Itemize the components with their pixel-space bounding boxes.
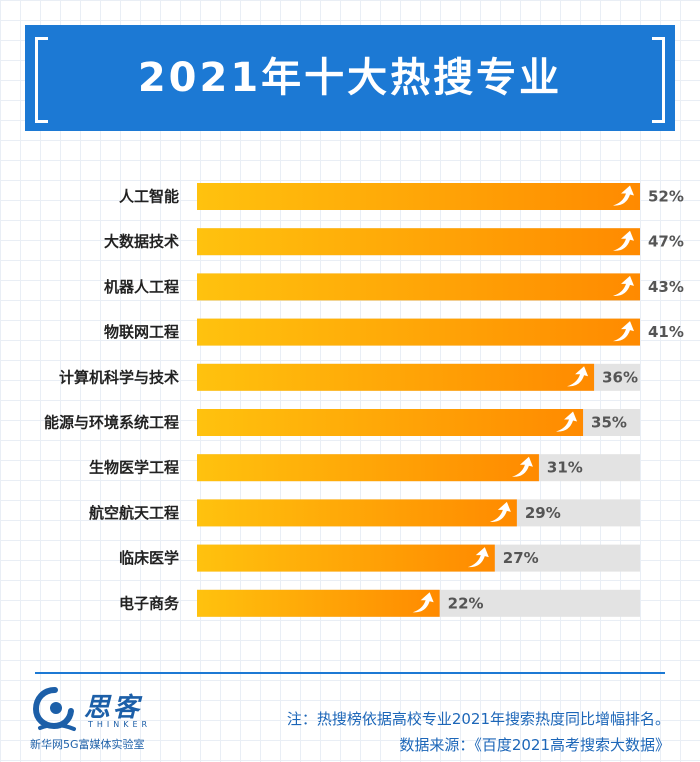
thinker-logo-icon <box>32 687 76 731</box>
category-label: 大数据技术 <box>104 233 179 251</box>
bar <box>197 183 640 210</box>
bar <box>197 363 595 391</box>
category-label: 能源与环境系统工程 <box>44 414 179 432</box>
bar <box>197 454 539 482</box>
left-bracket <box>35 37 48 123</box>
trend-arrow-icon <box>556 411 578 432</box>
bar-row: 航空航天工程 29% <box>89 499 640 527</box>
trend-arrow-icon <box>467 547 489 568</box>
bar-row: 临床医学 27% <box>119 544 640 572</box>
thinker-logo: 思客 THINKER 新华网5G富媒体实验室 <box>30 684 180 756</box>
value-label: 41% <box>648 323 684 341</box>
value-label: 52% <box>648 188 684 206</box>
value-label: 43% <box>648 278 684 296</box>
bar <box>197 409 584 436</box>
trend-arrow-icon <box>613 185 634 206</box>
bar <box>197 499 517 527</box>
bar <box>197 273 640 301</box>
category-label: 电子商务 <box>119 594 180 612</box>
logo-name: 思客 <box>84 693 143 723</box>
trend-arrow-icon <box>567 366 589 387</box>
footnote: 注：热搜榜依据高校专业2021年搜索热度同比增幅排名。 <box>286 710 670 728</box>
bar <box>197 589 440 617</box>
trend-arrow-icon <box>489 501 511 522</box>
footer-divider <box>35 672 665 674</box>
bar-row: 大数据技术 47% <box>104 228 684 256</box>
header-banner: 2021年十大热搜专业 <box>25 25 675 131</box>
category-label: 生物医学工程 <box>89 459 179 477</box>
value-label: 31% <box>547 459 583 477</box>
category-label: 物联网工程 <box>104 323 179 341</box>
logo-organization: 新华网5G富媒体实验室 <box>30 738 145 751</box>
data-source: 数据来源：《百度2021高考搜索大数据》 <box>399 736 670 754</box>
bar-row: 物联网工程 41% <box>104 318 684 346</box>
value-label: 47% <box>648 233 684 251</box>
bar-row: 生物医学工程 31% <box>89 454 640 482</box>
value-label: 27% <box>503 549 539 567</box>
value-label: 35% <box>591 414 627 432</box>
category-label: 临床医学 <box>119 549 179 567</box>
bar <box>197 544 495 572</box>
category-label: 航空航天工程 <box>89 504 179 522</box>
value-label: 22% <box>448 594 484 612</box>
bar-chart: 人工智能 52% 大数据技术 47% 机器人工程 43% 物联网工程 41% 计算机科学与技术 3… <box>44 183 684 617</box>
bar <box>197 228 640 256</box>
bar <box>197 318 640 346</box>
page-title: 2021年十大热搜专业 <box>137 55 563 101</box>
trend-arrow-icon <box>613 230 634 251</box>
trend-arrow-icon <box>511 456 533 477</box>
trend-arrow-icon <box>613 275 634 296</box>
right-bracket <box>652 37 665 123</box>
bar-row: 电子商务 22% <box>119 589 640 617</box>
value-label: 29% <box>525 504 561 522</box>
bar-row: 机器人工程 43% <box>104 273 684 301</box>
trend-arrow-icon <box>613 321 634 342</box>
bar-row: 人工智能 52% <box>119 183 684 210</box>
value-label: 36% <box>602 368 638 386</box>
bar-row: 计算机科学与技术 36% <box>59 363 640 391</box>
trend-arrow-icon <box>412 592 434 613</box>
category-label: 人工智能 <box>119 188 179 206</box>
bar-row: 能源与环境系统工程 35% <box>44 409 640 436</box>
logo-subtitle: THINKER <box>88 720 152 729</box>
category-label: 计算机科学与技术 <box>59 368 179 386</box>
category-label: 机器人工程 <box>104 278 179 296</box>
